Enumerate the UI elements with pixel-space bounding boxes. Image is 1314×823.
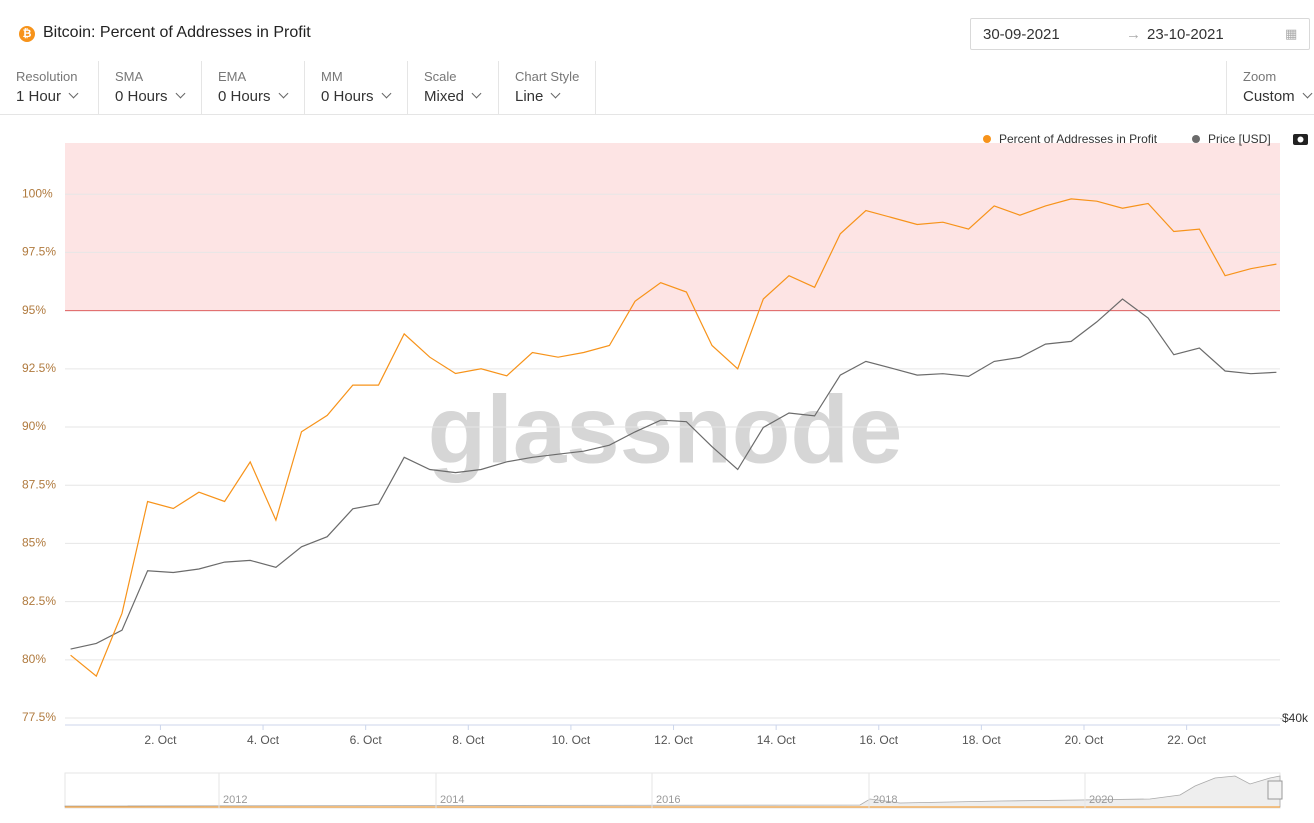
chevron [381, 88, 391, 99]
x-tick-label: 4. Oct [247, 733, 280, 747]
x-tick-label: 6. Oct [350, 733, 383, 747]
navigator-label: 2012 [223, 794, 247, 806]
control-value[interactable]: 0 Hours [321, 88, 391, 105]
control[interactable]: Chart Style Line [499, 61, 596, 114]
control-label: Resolution [16, 69, 78, 84]
header: ₿ Bitcoin: Percent of Addresses in Profi… [0, 0, 1314, 62]
control[interactable]: Zoom Custom [1226, 61, 1314, 114]
chevron [1302, 88, 1313, 99]
control-value[interactable]: Mixed [424, 88, 482, 105]
y-tick-label: 100% [22, 186, 53, 200]
series-line [70, 298, 1277, 650]
x-tick-label: 10. Oct [552, 733, 591, 747]
control[interactable]: Scale Mixed [408, 61, 499, 114]
y-tick-label: 80% [22, 652, 46, 666]
arrow: → [1126, 26, 1141, 43]
x-tick-label: 14. Oct [757, 733, 796, 747]
control-label: EMA [218, 69, 247, 84]
chevron [550, 88, 561, 99]
legend-marker [983, 135, 991, 143]
coin-icon: ₿ [19, 26, 35, 42]
camera-lens [1297, 136, 1304, 143]
navigator-label: 2014 [440, 794, 464, 806]
navigator-handle[interactable] [1267, 780, 1283, 800]
x-tick-label: 2. Oct [144, 733, 177, 747]
x-tick-label: 18. Oct [962, 733, 1001, 747]
y-tick-label: 92.5% [22, 361, 56, 375]
chevron [175, 88, 185, 99]
y-tick-label: 95% [22, 303, 46, 317]
y-tick-label: 90% [22, 419, 46, 433]
control[interactable]: EMA 0 Hours [202, 61, 305, 114]
control-value[interactable]: 0 Hours [115, 88, 185, 105]
chevron [278, 88, 288, 99]
series-line [70, 198, 1277, 678]
control-value[interactable]: Custom [1243, 88, 1313, 105]
control-label: Zoom [1243, 69, 1277, 84]
navigator-label: 2016 [656, 794, 680, 806]
chevron [471, 88, 482, 99]
date-to[interactable]: 23-10-2021 [1147, 26, 1224, 43]
x-tick-label: 22. Oct [1167, 733, 1206, 747]
control-value[interactable]: 0 Hours [218, 88, 288, 105]
y-tick-label: 87.5% [22, 477, 56, 491]
y-tick-label: 77.5% [22, 710, 56, 724]
date-range[interactable]: 30-09-2021 → 23-10-2021 ▦ [970, 18, 1310, 50]
control[interactable]: SMA 0 Hours [99, 61, 202, 114]
y2-tick-label: $40k [1282, 711, 1309, 725]
controls: Resolution 1 Hour SMA 0 Hours EMA 0 Hours MM 0 … [0, 61, 1314, 115]
y-tick-label: 85% [22, 536, 46, 550]
x-tick-label: 12. Oct [654, 733, 693, 747]
control-label: MM [321, 69, 343, 84]
x-tick-label: 8. Oct [452, 733, 485, 747]
legend-label: Price [USD] [1208, 132, 1271, 146]
x-tick-label: 16. Oct [859, 733, 898, 747]
date-from[interactable]: 30-09-2021 [983, 26, 1060, 43]
title: Bitcoin: Percent of Addresses in Profit [43, 24, 311, 41]
threshold-band [65, 143, 1280, 311]
navigator-label: 2018 [873, 794, 897, 806]
control-value[interactable]: 1 Hour [16, 88, 79, 105]
y-tick-label: 82.5% [22, 594, 56, 608]
control[interactable]: MM 0 Hours [305, 61, 408, 114]
control-label: Chart Style [515, 69, 580, 84]
watermark: glassnode [428, 376, 903, 483]
chevron [68, 88, 79, 99]
control-label: Scale [424, 69, 457, 84]
control[interactable]: Resolution 1 Hour [0, 61, 99, 114]
y-tick-label: 97.5% [22, 245, 56, 259]
calendar-icon[interactable]: ▦ [1285, 26, 1298, 41]
x-tick-label: 20. Oct [1065, 733, 1104, 747]
control-label: SMA [115, 69, 144, 84]
legend-label: Percent of Addresses in Profit [999, 132, 1158, 146]
control-value[interactable]: Line [515, 88, 561, 105]
legend-marker [1192, 135, 1200, 143]
navigator-label: 2020 [1089, 794, 1113, 806]
